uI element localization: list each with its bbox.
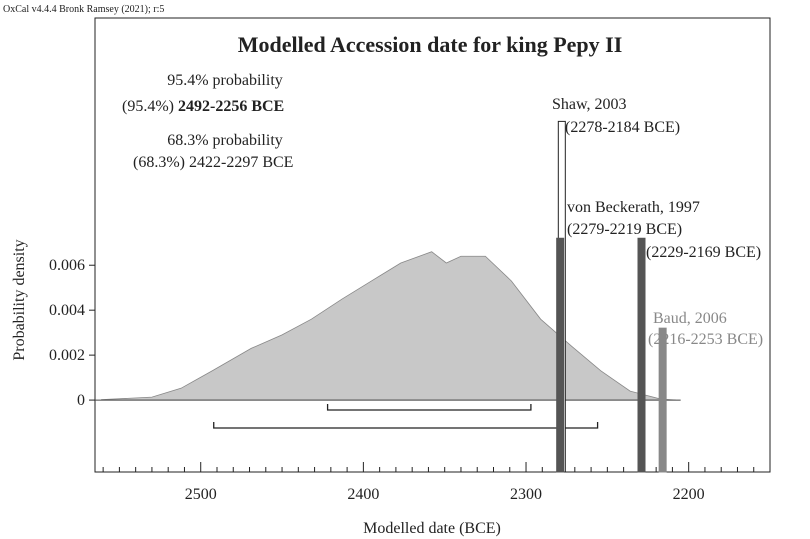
marker-name: Shaw, 2003 (552, 96, 627, 113)
x-tick-label: 2500 (185, 486, 217, 503)
range-prefix: (68.3%) (133, 154, 185, 171)
range-text: (68.3%) 2422-2297 BCE (133, 154, 293, 171)
x-tick-label: 2200 (673, 486, 705, 503)
plot-frame (94, 17, 771, 473)
y-tick-label: 0.004 (49, 302, 85, 319)
y-axis-label: Probability density (11, 239, 28, 360)
marker-bar (556, 237, 565, 473)
x-axis-label: Modelled date (BCE) (363, 520, 501, 537)
marker-name: Baud, 2006 (653, 310, 727, 327)
density-area (101, 251, 676, 401)
y-tick-label: 0.002 (49, 347, 85, 364)
chart-title: Modelled Accession date for king Pepy II (238, 32, 623, 57)
marker-label: (2279-2219 BCE) (567, 221, 682, 238)
marker-label: (2278-2184 BCE) (565, 119, 680, 136)
x-tick-label: 2400 (347, 486, 379, 503)
marker-bar (637, 237, 646, 473)
range-level: 68.3% probability (167, 132, 283, 149)
y-tick-label: 0 (77, 392, 85, 409)
marker-label: (2216-2253 BCE) (648, 331, 763, 348)
marker-label: (2229-2169 BCE) (646, 244, 761, 261)
marker-bar (658, 327, 667, 473)
range-bracket (326, 404, 532, 411)
range-prefix: (95.4%) (122, 98, 174, 115)
range-bracket (213, 422, 599, 429)
range-label: 2422-2297 BCE (189, 154, 293, 171)
range-text: (95.4%) 2492-2256 BCE (122, 98, 284, 115)
y-tick-label: 0.006 (49, 257, 85, 274)
header: OxCal v4.4.4 Bronk Ramsey (2021); r:5 (3, 4, 164, 15)
marker-name: von Beckerath, 1997 (567, 199, 700, 216)
range-label: 2492-2256 BCE (178, 98, 284, 115)
x-tick-label: 2300 (510, 486, 542, 503)
range-level: 95.4% probability (167, 72, 283, 89)
